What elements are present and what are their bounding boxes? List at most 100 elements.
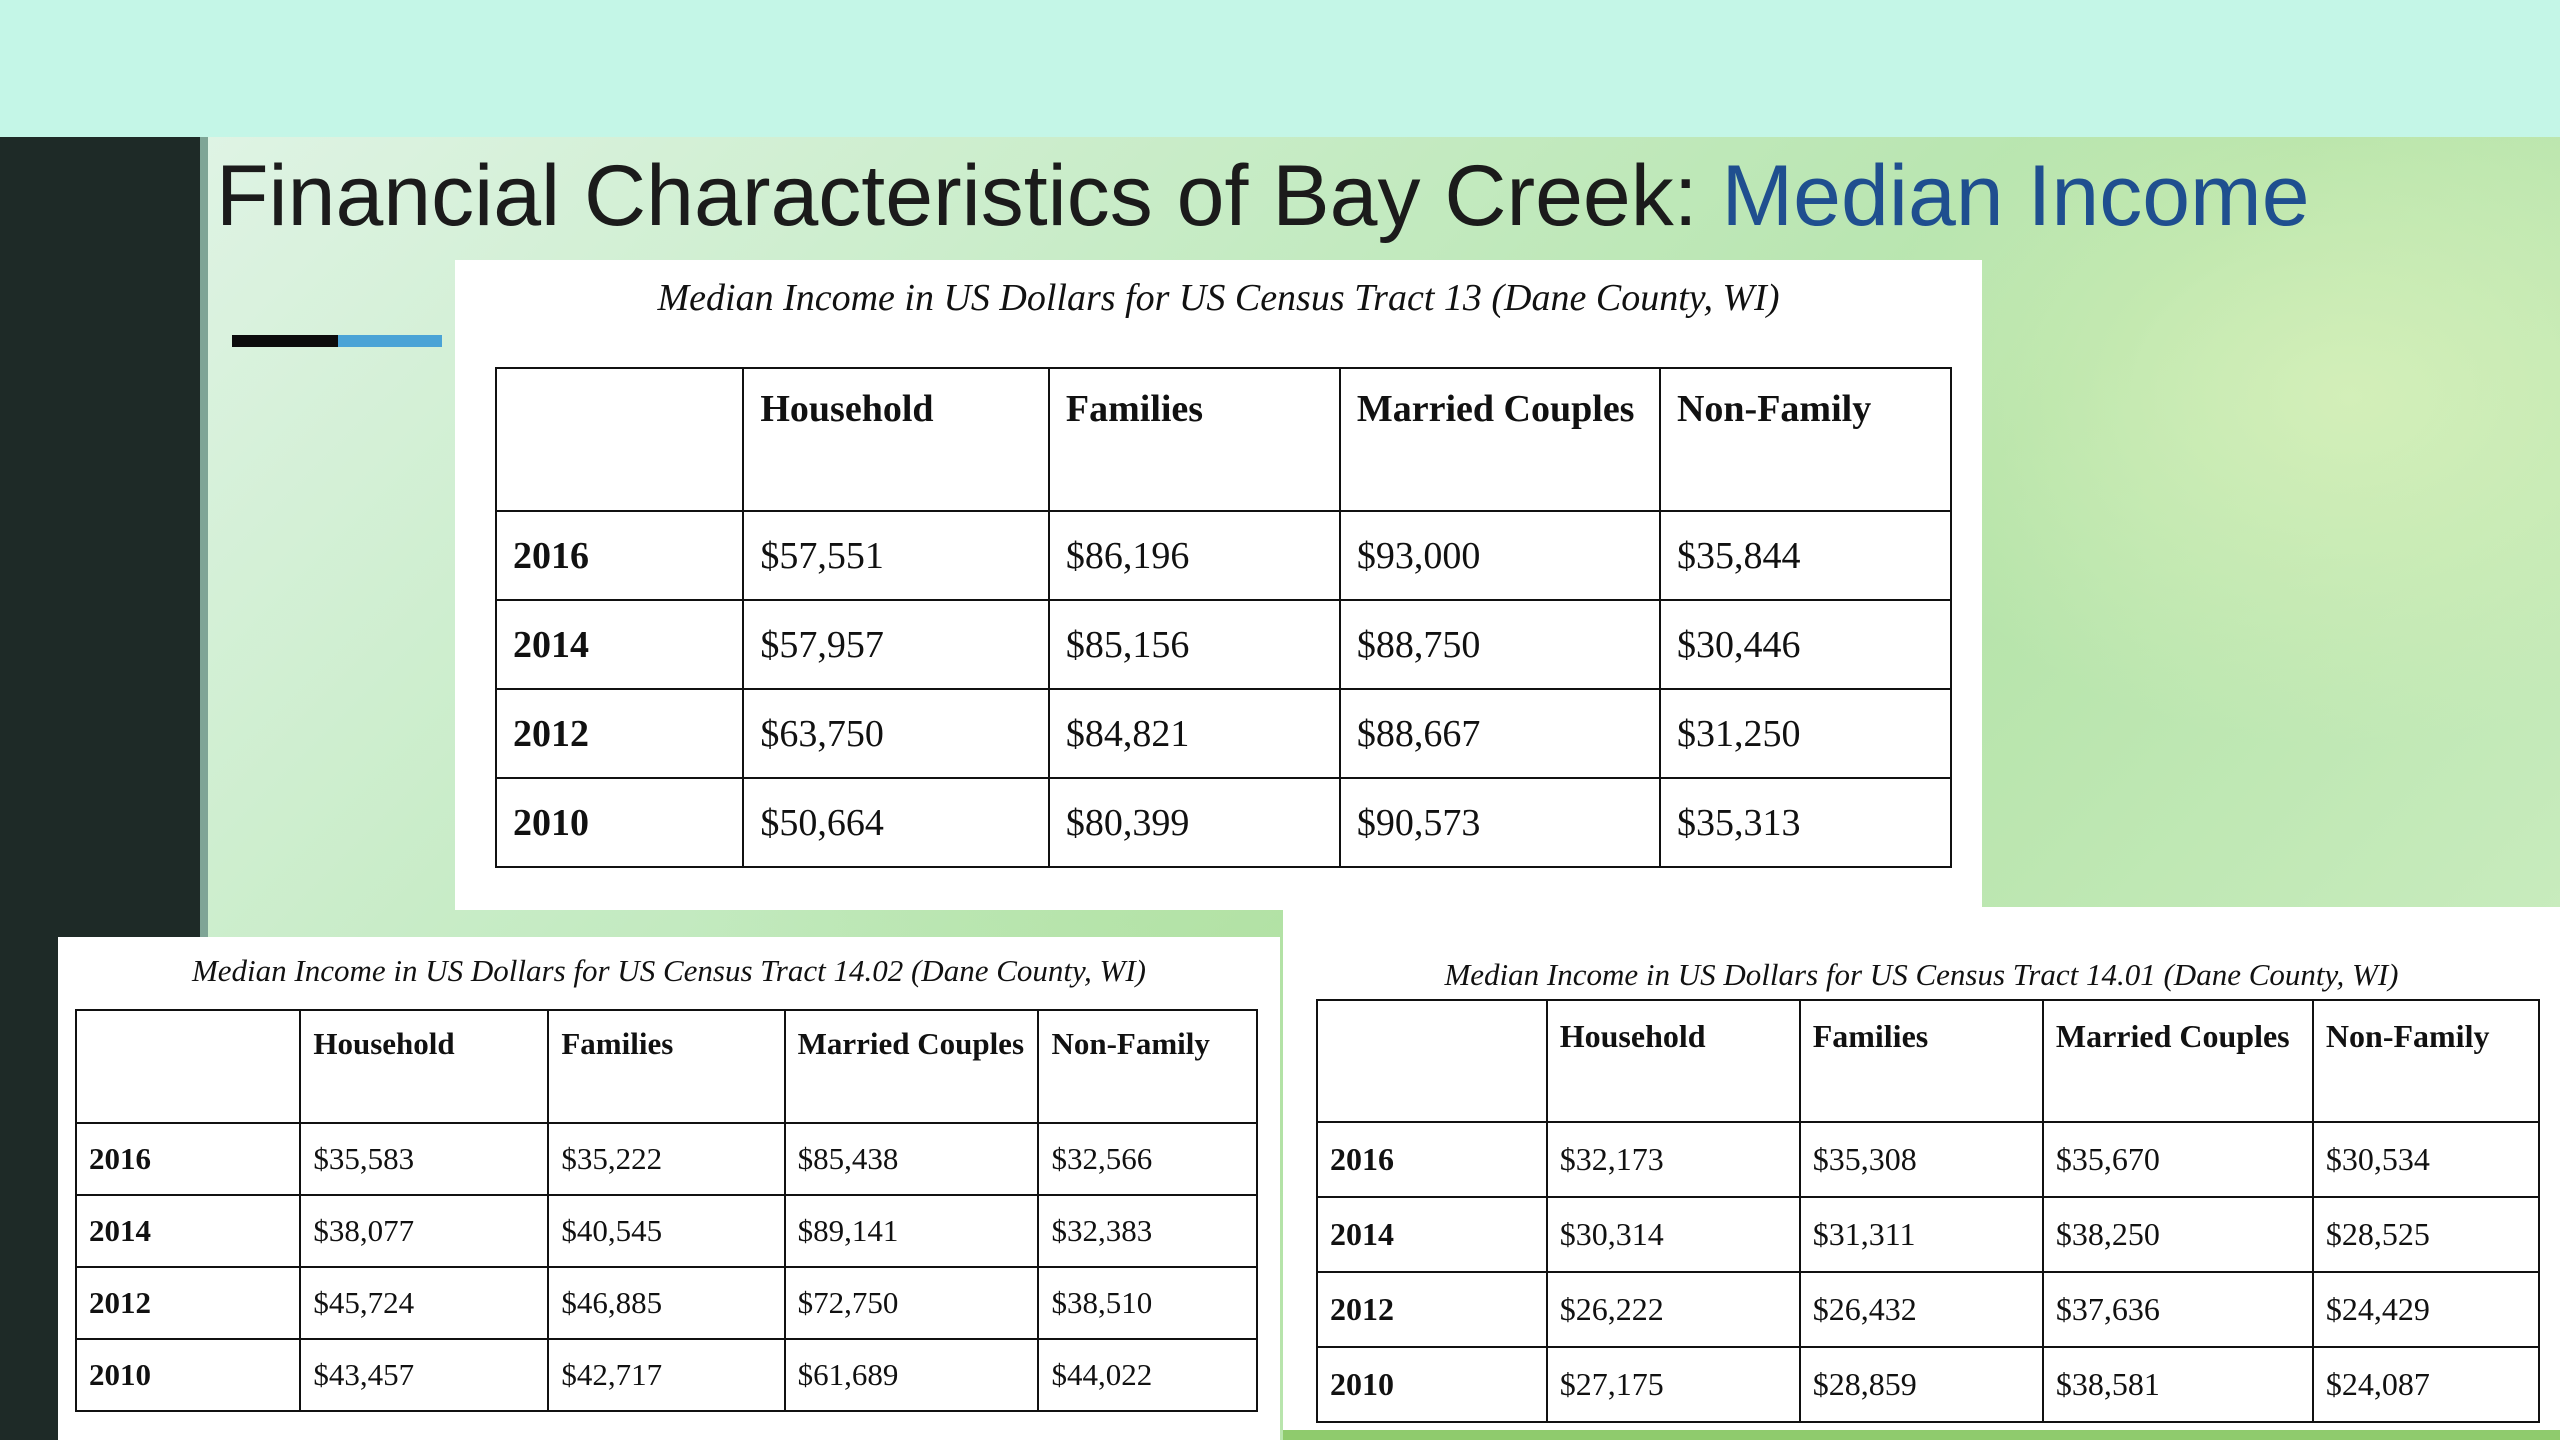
bottom-accent-strip	[1283, 1430, 2560, 1440]
year-cell: 2012	[1316, 1271, 1548, 1348]
table-header-row: Household Families Married Couples Non-F…	[494, 367, 1953, 512]
year-cell: 2010	[1316, 1346, 1548, 1423]
slide-title-highlight: Median Income	[1721, 148, 2310, 244]
slide-title: Financial Characteristics of Bay Creek: …	[216, 147, 2310, 246]
year-cell: 2016	[74, 1122, 302, 1196]
header-cell: Married Couples	[783, 1009, 1040, 1124]
value-cell: $38,250	[2041, 1196, 2314, 1273]
value-cell: $30,446	[1658, 599, 1953, 690]
value-cell: $24,087	[2311, 1346, 2541, 1423]
underline-black-segment	[232, 335, 338, 347]
value-cell: $30,534	[2311, 1121, 2541, 1198]
value-cell: $85,438	[783, 1122, 1040, 1196]
table-row: 2014 $30,314 $31,311 $38,250 $28,525	[1316, 1196, 2541, 1273]
value-cell: $57,551	[742, 510, 1050, 601]
table-row: 2016 $57,551 $86,196 $93,000 $35,844	[494, 510, 1953, 601]
value-cell: $86,196	[1047, 510, 1341, 601]
year-cell: 2014	[1316, 1196, 1548, 1273]
value-cell: $27,175	[1545, 1346, 1801, 1423]
value-cell: $35,222	[547, 1122, 786, 1196]
income-table-tract-13: Household Families Married Couples Non-F…	[494, 367, 1953, 868]
value-cell: $35,583	[299, 1122, 550, 1196]
value-cell: $35,844	[1658, 510, 1953, 601]
header-cell: Household	[742, 367, 1050, 512]
value-cell: $85,156	[1047, 599, 1341, 690]
value-cell: $35,670	[2041, 1121, 2314, 1198]
value-cell: $61,689	[783, 1338, 1040, 1412]
year-cell: 2014	[74, 1194, 302, 1268]
value-cell: $38,510	[1037, 1266, 1258, 1340]
table-header-row: Household Families Married Couples Non-F…	[74, 1009, 1258, 1124]
table-row: 2014 $57,957 $85,156 $88,750 $30,446	[494, 599, 1953, 690]
value-cell: $28,859	[1798, 1346, 2044, 1423]
value-cell: $50,664	[742, 777, 1050, 868]
table-panel-tract-14-02: Median Income in US Dollars for US Censu…	[58, 937, 1280, 1440]
value-cell: $30,314	[1545, 1196, 1801, 1273]
value-cell: $40,545	[547, 1194, 786, 1268]
header-cell	[494, 367, 745, 512]
income-table-tract-14-02: Household Families Married Couples Non-F…	[74, 1009, 1258, 1412]
year-cell: 2012	[74, 1266, 302, 1340]
value-cell: $31,311	[1798, 1196, 2044, 1273]
value-cell: $84,821	[1047, 688, 1341, 779]
year-cell: 2012	[494, 688, 745, 779]
value-cell: $24,429	[2311, 1271, 2541, 1348]
table-panel-tract-14-01: Median Income in US Dollars for US Censu…	[1283, 907, 2560, 1440]
value-cell: $37,636	[2041, 1271, 2314, 1348]
table-row: 2012 $45,724 $46,885 $72,750 $38,510	[74, 1266, 1258, 1340]
table-header-row: Household Families Married Couples Non-F…	[1316, 999, 2541, 1123]
left-accent-bar-edge	[200, 137, 208, 937]
table-row: 2012 $26,222 $26,432 $37,636 $24,429	[1316, 1271, 2541, 1348]
value-cell: $32,383	[1037, 1194, 1258, 1268]
year-cell: 2016	[1316, 1121, 1548, 1198]
value-cell: $63,750	[742, 688, 1050, 779]
value-cell: $26,432	[1798, 1271, 2044, 1348]
value-cell: $46,885	[547, 1266, 786, 1340]
table-caption: Median Income in US Dollars for US Censu…	[657, 277, 1780, 319]
table-row: 2016 $32,173 $35,308 $35,670 $30,534	[1316, 1121, 2541, 1198]
header-cell: Household	[1545, 999, 1801, 1123]
value-cell: $35,308	[1798, 1121, 2044, 1198]
value-cell: $80,399	[1047, 777, 1341, 868]
value-cell: $38,077	[299, 1194, 550, 1268]
table-caption: Median Income in US Dollars for US Censu…	[1444, 957, 2399, 992]
value-cell: $93,000	[1338, 510, 1661, 601]
value-cell: $28,525	[2311, 1196, 2541, 1273]
table-row: 2016 $35,583 $35,222 $85,438 $32,566	[74, 1122, 1258, 1196]
title-underline-decoration	[232, 335, 442, 347]
value-cell: $42,717	[547, 1338, 786, 1412]
value-cell: $43,457	[299, 1338, 550, 1412]
table-row: 2010 $50,664 $80,399 $90,573 $35,313	[494, 777, 1953, 868]
year-cell: 2014	[494, 599, 745, 690]
table-panel-tract-13: Median Income in US Dollars for US Censu…	[455, 260, 1982, 910]
table-row: 2014 $38,077 $40,545 $89,141 $32,383	[74, 1194, 1258, 1268]
value-cell: $88,667	[1338, 688, 1661, 779]
header-cell: Non-Family	[2311, 999, 2541, 1123]
header-cell: Household	[299, 1009, 550, 1124]
value-cell: $38,581	[2041, 1346, 2314, 1423]
value-cell: $32,566	[1037, 1122, 1258, 1196]
header-cell: Families	[547, 1009, 786, 1124]
value-cell: $35,313	[1658, 777, 1953, 868]
income-table-tract-14-01: Household Families Married Couples Non-F…	[1316, 999, 2541, 1423]
header-cell: Families	[1798, 999, 2044, 1123]
value-cell: $89,141	[783, 1194, 1040, 1268]
year-cell: 2010	[494, 777, 745, 868]
slide-title-main: Financial Characteristics of Bay Creek:	[216, 148, 1722, 244]
value-cell: $26,222	[1545, 1271, 1801, 1348]
header-cell	[1316, 999, 1548, 1123]
header-cell	[74, 1009, 302, 1124]
year-cell: 2016	[494, 510, 745, 601]
value-cell: $72,750	[783, 1266, 1040, 1340]
value-cell: $57,957	[742, 599, 1050, 690]
header-cell: Non-Family	[1037, 1009, 1258, 1124]
value-cell: $31,250	[1658, 688, 1953, 779]
year-cell: 2010	[74, 1338, 302, 1412]
table-row: 2012 $63,750 $84,821 $88,667 $31,250	[494, 688, 1953, 779]
header-cell: Families	[1047, 367, 1341, 512]
header-cell: Non-Family	[1658, 367, 1953, 512]
value-cell: $45,724	[299, 1266, 550, 1340]
value-cell: $44,022	[1037, 1338, 1258, 1412]
value-cell: $88,750	[1338, 599, 1661, 690]
table-row: 2010 $43,457 $42,717 $61,689 $44,022	[74, 1338, 1258, 1412]
